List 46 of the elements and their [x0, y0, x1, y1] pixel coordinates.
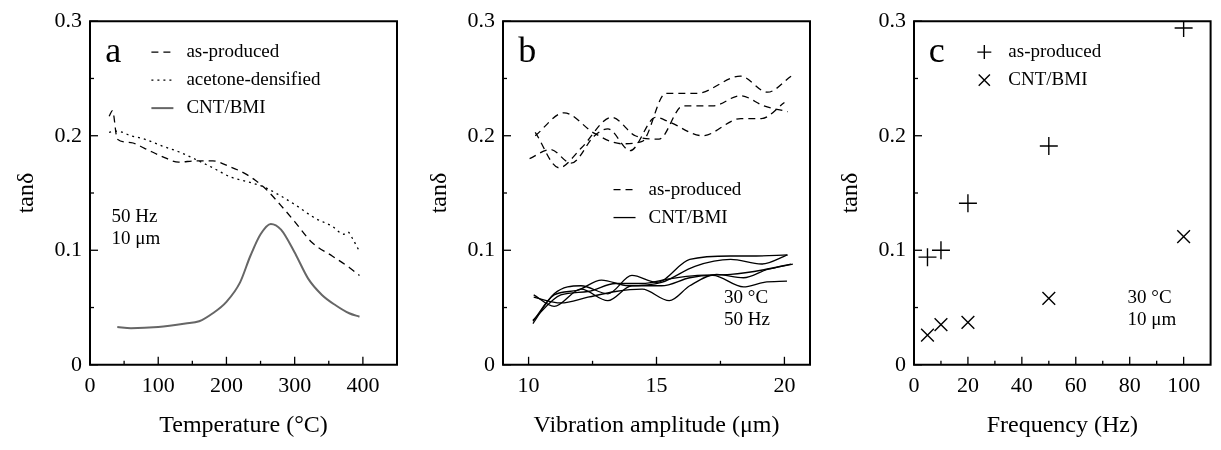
x-tick-label: 40	[1010, 371, 1033, 397]
x-tick-label: 200	[209, 371, 243, 397]
legend-label: as-produced	[186, 40, 280, 62]
legend-label: acetone-densified	[186, 68, 321, 90]
legend-label: CNT/BMI	[648, 205, 728, 227]
y-tick-label: 0.3	[467, 6, 495, 32]
y-tick-label: 0.3	[54, 6, 82, 32]
x-axis-title: Frequency (Hz)	[986, 410, 1138, 437]
y-tick-label: 0	[71, 350, 82, 376]
y-tick-label: 0.1	[878, 236, 906, 262]
x-tick-label: 100	[141, 371, 175, 397]
y-tick-label: 0.1	[467, 236, 495, 262]
chart-title: a	[105, 29, 122, 70]
x-axis-title: Temperature (°C)	[159, 410, 328, 437]
legend-label: CNT/BMI	[1008, 68, 1088, 90]
x-tick-label: 100	[1167, 371, 1201, 397]
x-tick-label: 15	[645, 371, 668, 397]
y-tick-label: 0	[484, 350, 495, 376]
y-tick-label: 0.2	[467, 121, 495, 147]
annotation: 10 μm	[1127, 308, 1177, 330]
y-axis-title: tanδ	[424, 172, 451, 214]
y-axis-title: tanδ	[11, 172, 38, 214]
legend-label: as-produced	[1008, 40, 1102, 62]
x-tick-label: 10	[517, 371, 540, 397]
y-tick-label: 0.2	[878, 121, 906, 147]
chart-title: c	[928, 29, 945, 70]
y-tick-label: 0.2	[54, 121, 82, 147]
x-tick-label: 400	[346, 371, 380, 397]
x-tick-label: 20	[956, 371, 979, 397]
legend-label: as-produced	[648, 177, 742, 199]
y-axis-title: tanδ	[835, 172, 862, 214]
annotation: 50 Hz	[724, 308, 770, 330]
x-tick-label: 60	[1064, 371, 1087, 397]
x-axis-title: Vibration amplitude (μm)	[533, 410, 780, 437]
x-tick-label: 20	[773, 371, 796, 397]
x-tick-label: 80	[1118, 371, 1141, 397]
x-tick-label: 300	[278, 371, 312, 397]
y-tick-label: 0	[895, 350, 906, 376]
y-tick-label: 0.3	[878, 6, 906, 32]
legend-label: CNT/BMI	[186, 96, 266, 118]
annotation: 10 μm	[111, 227, 161, 249]
annotation: 30 °C	[1127, 286, 1172, 308]
annotation: 30 °C	[724, 286, 769, 308]
chart-title: b	[518, 29, 537, 70]
annotation: 50 Hz	[111, 205, 158, 227]
y-tick-label: 0.1	[54, 236, 82, 262]
